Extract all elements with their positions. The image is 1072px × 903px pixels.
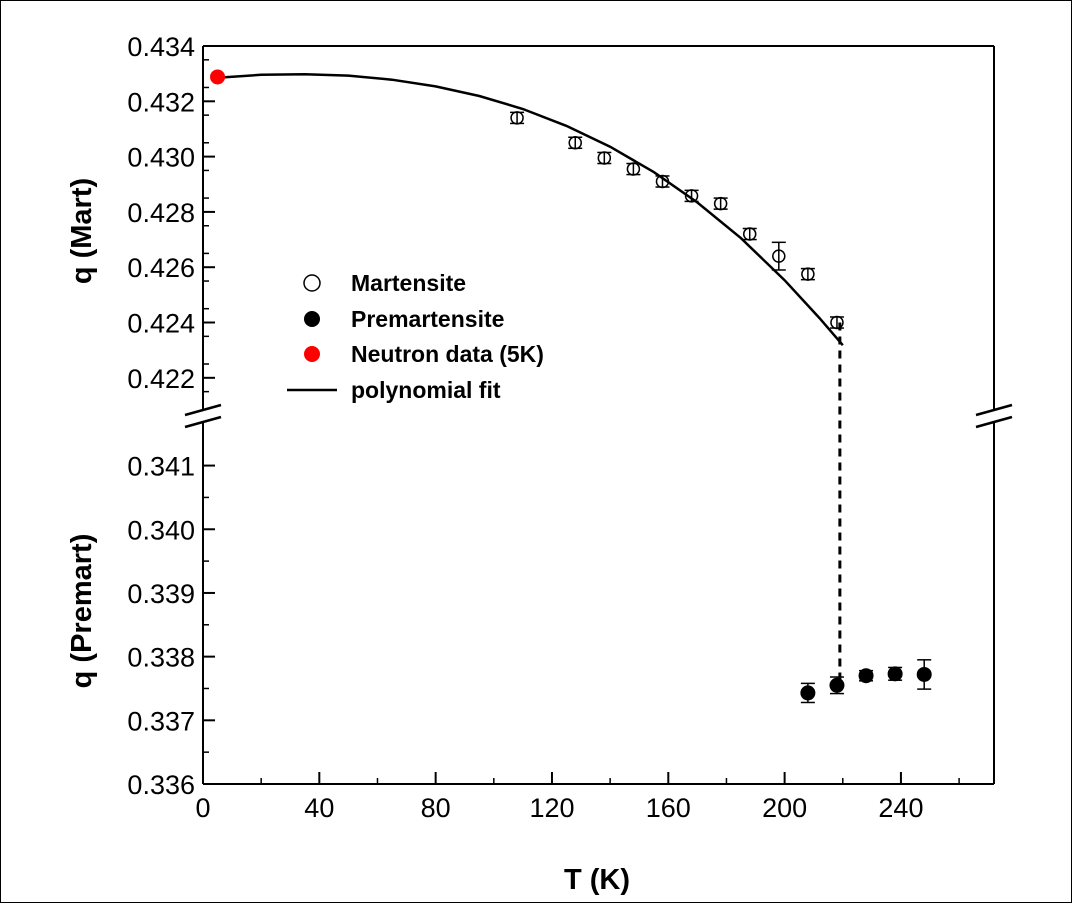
x-tick-label: 80	[421, 793, 451, 823]
y-tick-label-lower: 0.337	[127, 706, 195, 736]
premartensite-point	[916, 666, 932, 682]
x-tick-label: 200	[762, 793, 807, 823]
y-tick-label-lower: 0.336	[127, 770, 195, 800]
martensite-point	[568, 136, 582, 150]
x-axis-label: T (K)	[564, 864, 630, 896]
x-tick-label: 0	[195, 793, 210, 823]
y-axis-label-upper: q (Mart)	[66, 178, 98, 284]
x-tick-label: 120	[529, 793, 574, 823]
legend-label-fit: polynomial fit	[351, 377, 501, 403]
x-tick-label: 160	[646, 793, 691, 823]
premartensite-point	[800, 685, 816, 701]
y-axis-label-lower: q (Premart)	[66, 534, 98, 689]
martensite-point	[830, 315, 844, 330]
legend-marker-martensite	[303, 274, 321, 292]
data-layer	[210, 69, 932, 704]
martensite-point	[626, 162, 641, 176]
x-tick-label: 240	[878, 793, 923, 823]
y-tick-label-lower: 0.341	[127, 452, 195, 482]
legend: Martensite Premartensite Neutron data (5…	[287, 270, 544, 403]
y-tick-label-upper: 0.432	[127, 87, 195, 117]
y-tick-label-upper: 0.430	[127, 143, 195, 173]
neutron-point	[210, 69, 226, 85]
legend-label-martensite: Martensite	[351, 270, 466, 296]
axis-break-left-1	[184, 403, 222, 417]
y-tick-label-upper: 0.424	[127, 309, 195, 339]
y-tick-label-lower: 0.338	[127, 643, 195, 673]
martensite-point	[597, 151, 612, 165]
y-tick-label-upper: 0.426	[127, 253, 195, 283]
martensite-point	[510, 111, 524, 125]
axis-break-left-2	[184, 415, 222, 429]
martensite-point	[742, 227, 757, 241]
axes: 0 40 80 120 160 200 240 0.434 0.432 0.430 0.428 0.4…	[127, 32, 1013, 823]
premartensite-point	[887, 666, 903, 682]
y-tick-label-upper: 0.428	[127, 198, 195, 228]
martensite-point	[713, 196, 728, 211]
legend-label-premartensite: Premartensite	[351, 306, 504, 332]
premartensite-point	[858, 668, 874, 684]
premartensite-point	[829, 677, 845, 693]
legend-marker-premartensite	[304, 311, 320, 327]
legend-marker-neutron	[304, 346, 320, 362]
polynomial-fit-line	[217, 72, 844, 347]
y-tick-label-lower: 0.340	[127, 515, 195, 545]
legend-label-neutron: Neutron data (5K)	[351, 341, 544, 367]
y-tick-label-upper: 0.422	[127, 364, 195, 394]
martensite-point	[684, 189, 699, 203]
x-tick-label: 40	[304, 793, 334, 823]
axis-break-right-2	[975, 415, 1013, 429]
y-tick-label-lower: 0.339	[127, 579, 195, 609]
axis-break-right-1	[975, 403, 1013, 417]
martensite-point	[772, 249, 786, 263]
y-tick-label-upper: 0.434	[127, 32, 195, 62]
martensite-point	[801, 267, 815, 281]
martensite-point	[655, 174, 670, 189]
